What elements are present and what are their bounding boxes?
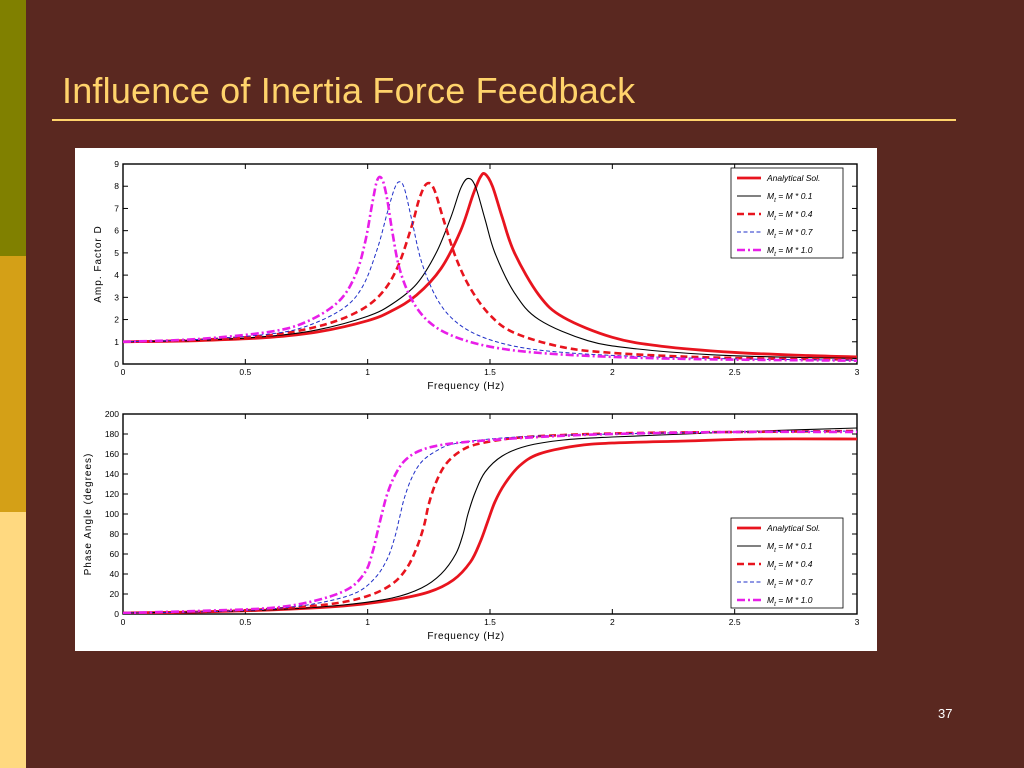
accent-strip-bottom — [0, 512, 26, 768]
series-line-3 — [123, 181, 857, 361]
slide-title: Influence of Inertia Force Feedback — [62, 70, 636, 111]
y-tick-label: 200 — [105, 409, 119, 419]
x-tick-label: 1.5 — [484, 617, 496, 627]
legend: Analytical Sol. Mt = M * 0.1 Mt = M * 0.4 M… — [730, 517, 844, 609]
y-tick-label: 20 — [110, 589, 120, 599]
y-axis-label: Amp. Factor D — [93, 225, 104, 302]
y-tick-label: 120 — [105, 489, 119, 499]
series-line-4 — [123, 181, 857, 361]
y-tick-label: 100 — [105, 509, 119, 519]
x-tick-label: 2.5 — [729, 367, 741, 377]
y-tick-label: 160 — [105, 449, 119, 459]
chart-2: 0 0.5 1 1.5 2 2.5 3 0 20 40 60 80 100 120 140 160 180 200… — [83, 409, 860, 642]
legend-label: Mt = M * 1.0 — [767, 245, 813, 258]
figure-panel: 0 0.5 1 1.5 2 2.5 3 0 1 2 3 4 5 6 7 8 9 Frequency (Hz) Amp… — [75, 148, 877, 651]
legend-label: Mt = M * 0.4 — [767, 209, 813, 222]
x-tick-label: 1.5 — [484, 367, 496, 377]
series-line-2 — [123, 177, 857, 359]
series-group — [123, 172, 857, 362]
y-tick-label: 2 — [114, 315, 119, 325]
legend-label: Mt = M * 1.0 — [767, 595, 813, 608]
series-line-2 — [123, 427, 857, 614]
x-tick-label: 0 — [121, 617, 126, 627]
y-tick-label: 0 — [114, 609, 119, 619]
x-axis-label: Frequency (Hz) — [427, 631, 504, 642]
legend-label: Mt = M * 0.1 — [767, 191, 813, 204]
legend-label: Mt = M * 0.7 — [767, 227, 813, 240]
y-tick-label: 0 — [114, 359, 119, 369]
legend-label: Mt = M * 0.7 — [767, 577, 813, 590]
legend-label: Mt = M * 0.4 — [767, 559, 813, 572]
accent-strip-middle — [0, 256, 26, 512]
x-tick-label: 2 — [610, 367, 615, 377]
x-tick-label: 0.5 — [239, 367, 251, 377]
y-tick-label: 80 — [110, 529, 120, 539]
y-tick-label: 3 — [114, 292, 119, 302]
legend-label: Analytical Sol. — [766, 173, 820, 183]
y-axis-label: Phase Angle (degrees) — [83, 453, 94, 576]
series-line-5 — [123, 175, 857, 362]
x-tick-label: 1 — [365, 367, 370, 377]
x-axis-label: Frequency (Hz) — [427, 381, 504, 392]
y-tick-label: 5 — [114, 248, 119, 258]
y-tick-label: 60 — [110, 549, 120, 559]
y-tick-label: 40 — [110, 569, 120, 579]
x-tick-label: 0 — [121, 367, 126, 377]
x-tick-label: 2.5 — [729, 617, 741, 627]
accent-strip-top — [0, 0, 26, 256]
y-tick-label: 140 — [105, 469, 119, 479]
series-group — [123, 427, 857, 614]
x-tick-label: 2 — [610, 617, 615, 627]
x-tick-label: 1 — [365, 617, 370, 627]
y-tick-label: 8 — [114, 181, 119, 191]
y-tick-label: 7 — [114, 203, 119, 213]
slide-number: 37 — [938, 706, 953, 721]
legend: Analytical Sol. Mt = M * 0.1 Mt = M * 0.4 M… — [730, 167, 844, 259]
title-underline — [52, 119, 956, 121]
y-tick-label: 6 — [114, 226, 119, 236]
x-tick-label: 3 — [855, 367, 860, 377]
y-tick-label: 1 — [114, 337, 119, 347]
x-tick-label: 3 — [855, 617, 860, 627]
series-line-1 — [123, 437, 857, 614]
y-tick-label: 180 — [105, 429, 119, 439]
chart-1: 0 0.5 1 1.5 2 2.5 3 0 1 2 3 4 5 6 7 8 9 Frequency (Hz) Amp… — [93, 159, 860, 392]
y-tick-label: 9 — [114, 159, 119, 169]
y-tick-label: 4 — [114, 270, 119, 280]
series-line-5 — [123, 430, 857, 614]
legend-label: Analytical Sol. — [766, 523, 820, 533]
series-line-1 — [123, 172, 857, 359]
legend-label: Mt = M * 0.1 — [767, 541, 813, 554]
figure-svg: 0 0.5 1 1.5 2 2.5 3 0 1 2 3 4 5 6 7 8 9 Frequency (Hz) Amp… — [83, 159, 860, 642]
x-tick-label: 0.5 — [239, 617, 251, 627]
